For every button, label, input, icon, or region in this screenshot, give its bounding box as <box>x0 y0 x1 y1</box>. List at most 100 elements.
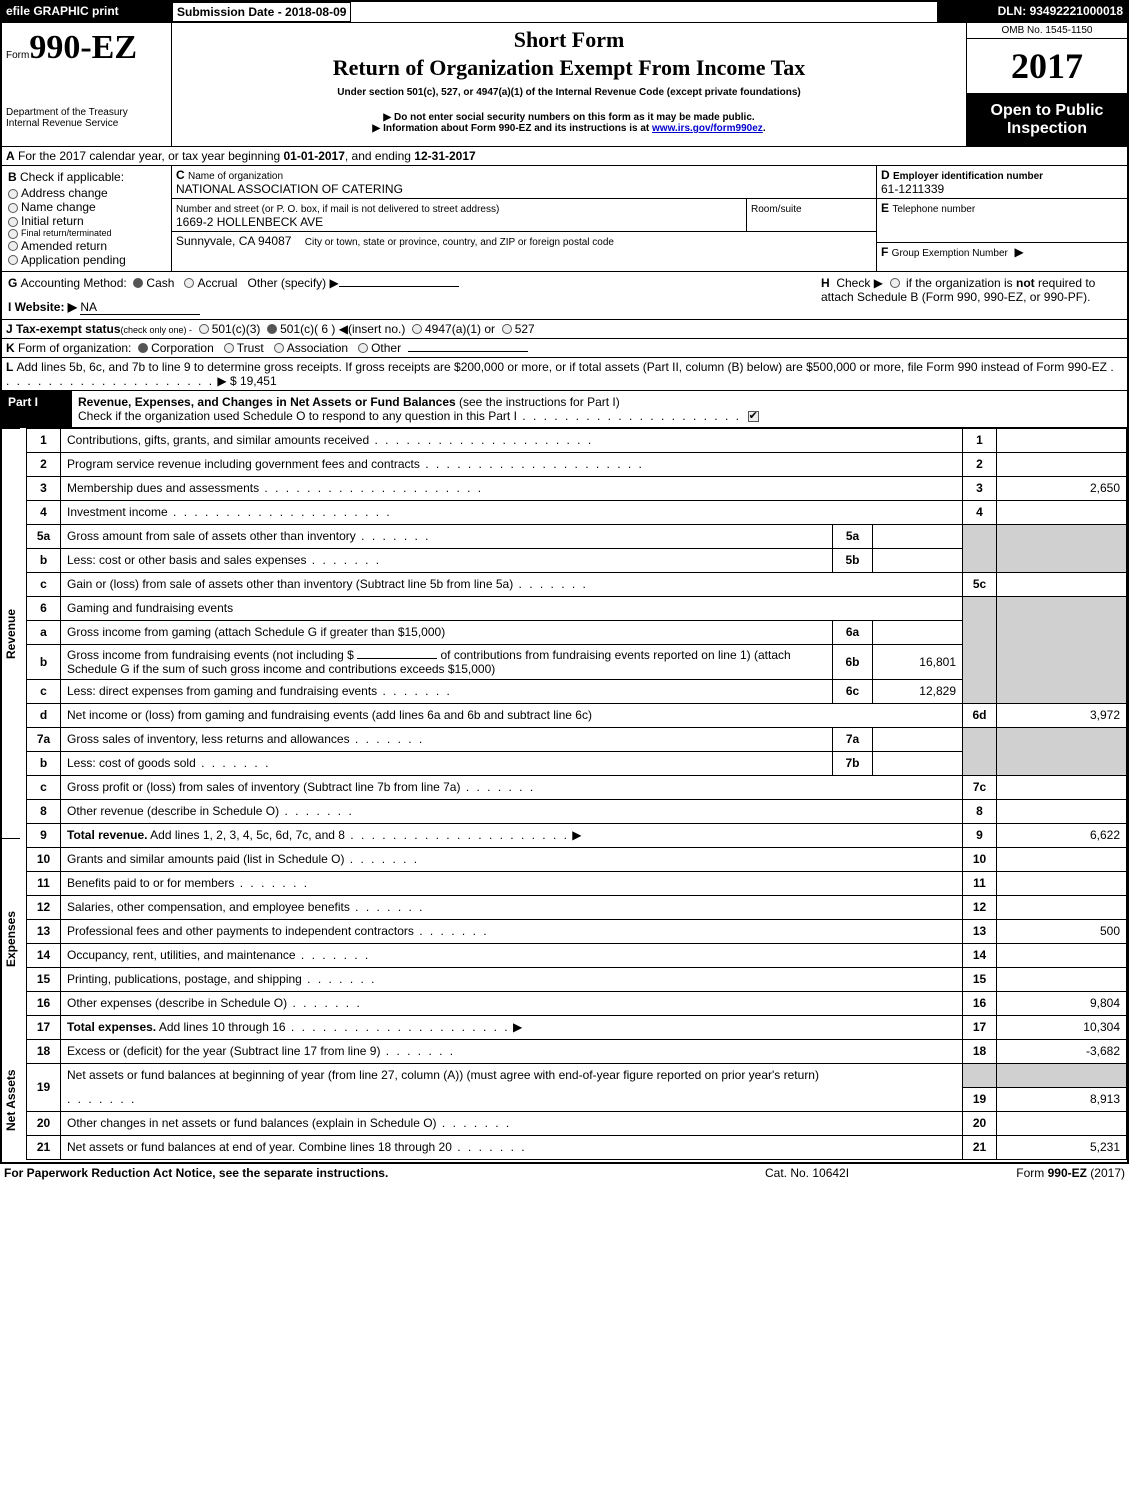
line-desc2: Add lines 10 through 16 <box>156 1020 285 1034</box>
b-item: Initial return <box>21 214 84 228</box>
part1-title-cell: Revenue, Expenses, and Changes in Net As… <box>72 391 1127 427</box>
chk-schedule-b[interactable] <box>890 278 900 288</box>
line-ref: 1 <box>963 428 997 452</box>
header: Form990-EZ Department of the Treasury In… <box>2 22 1127 146</box>
line-amt <box>997 967 1127 991</box>
line-desc: Gain or (loss) from sale of assets other… <box>67 577 513 591</box>
i-label: Website: ▶ <box>15 300 77 314</box>
line-ref: 15 <box>963 967 997 991</box>
dept-treasury: Department of the Treasury <box>6 107 167 118</box>
warn2-post: . <box>763 123 766 134</box>
l-amount: $ 19,451 <box>230 374 277 388</box>
line-ref: 2 <box>963 452 997 476</box>
form-container: efile GRAPHIC print Submission Date - 20… <box>0 0 1129 1164</box>
chk-name-change[interactable] <box>8 203 18 213</box>
line-desc2: Add lines 1, 2, 3, 4, 5c, 6d, 7c, and 8 <box>147 828 344 842</box>
table-row: cGain or (loss) from sale of assets othe… <box>27 572 1127 596</box>
warn2-pre: Information about Form 990-EZ and its in… <box>383 123 652 134</box>
line-ref: 4 <box>963 500 997 524</box>
section-gh: G Accounting Method: Cash Accrual Other … <box>2 271 1127 319</box>
mid-val <box>873 548 963 572</box>
room-label: Room/suite <box>751 204 802 215</box>
line-amt <box>997 943 1127 967</box>
line-ref: 8 <box>963 799 997 823</box>
chk-amended-return[interactable] <box>8 241 18 251</box>
mid-ref: 5b <box>833 548 873 572</box>
1sect-labels: Revenue Expenses Net Assets <box>2 428 26 1162</box>
line-amt <box>997 799 1127 823</box>
fundraising-excl-input[interactable] <box>357 658 437 659</box>
open-inspection: Open to Public Inspection <box>967 94 1127 146</box>
mid-ref: 6b <box>833 644 873 679</box>
line-desc: Net assets or fund balances at end of ye… <box>67 1140 452 1154</box>
k-label: Form of organization: <box>18 341 131 355</box>
mid-val <box>873 620 963 644</box>
line-ref: 13 <box>963 919 997 943</box>
mid-val <box>873 727 963 751</box>
footer-pre: Form <box>1016 1166 1047 1180</box>
dept-irs: Internal Revenue Service <box>6 118 167 129</box>
line-ref: 14 <box>963 943 997 967</box>
j-o1: 501(c)(3) <box>212 322 261 336</box>
radio-501c3[interactable] <box>199 324 209 334</box>
mid-ref: 5a <box>833 524 873 548</box>
table-row: cGross profit or (loss) from sales of in… <box>27 775 1127 799</box>
line-ref: 21 <box>963 1135 997 1159</box>
line-desc: Other changes in net assets or fund bala… <box>67 1116 437 1130</box>
topbar: efile GRAPHIC print Submission Date - 20… <box>2 2 1127 22</box>
chk-final-return[interactable] <box>8 229 18 239</box>
line-amt <box>997 428 1127 452</box>
footer-post: (2017) <box>1087 1166 1125 1180</box>
chk-initial-return[interactable] <box>8 217 18 227</box>
line-amt <box>997 775 1127 799</box>
table-row: bLess: cost or other basis and sales exp… <box>27 548 1127 572</box>
warn-ssn: Do not enter social security numbers on … <box>394 112 755 123</box>
line-ref: 20 <box>963 1111 997 1135</box>
radio-501c[interactable] <box>267 324 277 334</box>
chk-address-change[interactable] <box>8 189 18 199</box>
footer-right: Form 990-EZ (2017) <box>965 1166 1125 1180</box>
efile-badge: efile GRAPHIC print <box>2 2 172 22</box>
radio-corp[interactable] <box>138 343 148 353</box>
year-cell: OMB No. 1545-1150 2017 Open to Public In… <box>967 23 1127 146</box>
mid-ref: 7b <box>833 751 873 775</box>
line-desc: Membership dues and assessments <box>67 481 259 495</box>
form-label: Form <box>6 50 29 61</box>
radio-527[interactable] <box>502 324 512 334</box>
section-c: C Name of organization NATIONAL ASSOCIAT… <box>172 166 877 271</box>
e-label: Telephone number <box>892 204 975 215</box>
h-text1: if the organization is <box>906 276 1016 290</box>
radio-cash[interactable] <box>133 278 143 288</box>
subdate-label: Submission Date - <box>177 5 285 19</box>
instructions-link[interactable]: www.irs.gov/form990ez <box>652 123 763 134</box>
line-desc: Printing, publications, postage, and shi… <box>67 972 302 986</box>
radio-accrual[interactable] <box>184 278 194 288</box>
c-city-label: City or town, state or province, country… <box>305 237 614 248</box>
line-desc: Other expenses (describe in Schedule O) <box>67 996 287 1010</box>
form-number-cell: Form990-EZ Department of the Treasury In… <box>2 23 172 146</box>
radio-4947[interactable] <box>412 324 422 334</box>
b-label: Check if applicable: <box>20 170 124 184</box>
line-desc: Net income or (loss) from gaming and fun… <box>67 708 592 722</box>
line-a: A For the 2017 calendar year, or tax yea… <box>2 146 1127 165</box>
line-amt <box>997 572 1127 596</box>
dln-value: 93492221000018 <box>1030 4 1123 18</box>
lines-table: 1Contributions, gifts, grants, and simil… <box>26 428 1127 1160</box>
topbar-spacer <box>351 2 937 22</box>
line-desc: Gross amount from sale of assets other t… <box>67 529 356 543</box>
bcdef-block: B Check if applicable: Address change Na… <box>2 165 1127 271</box>
other-specify-input[interactable] <box>339 286 459 287</box>
chk-schedule-o[interactable] <box>748 411 759 422</box>
chk-application-pending[interactable] <box>8 255 18 265</box>
radio-trust[interactable] <box>224 343 234 353</box>
radio-assoc[interactable] <box>274 343 284 353</box>
table-row: 17Total expenses. Add lines 10 through 1… <box>27 1015 1127 1039</box>
b-item: Amended return <box>21 239 107 253</box>
form-number: 990-EZ <box>29 29 137 66</box>
line-ref: 9 <box>963 823 997 847</box>
label-expenses: Expenses <box>2 838 20 1038</box>
radio-other[interactable] <box>358 343 368 353</box>
a-end: 12-31-2017 <box>414 149 475 163</box>
line-amt: 8,913 <box>997 1087 1127 1111</box>
k-other-input[interactable] <box>408 351 528 352</box>
